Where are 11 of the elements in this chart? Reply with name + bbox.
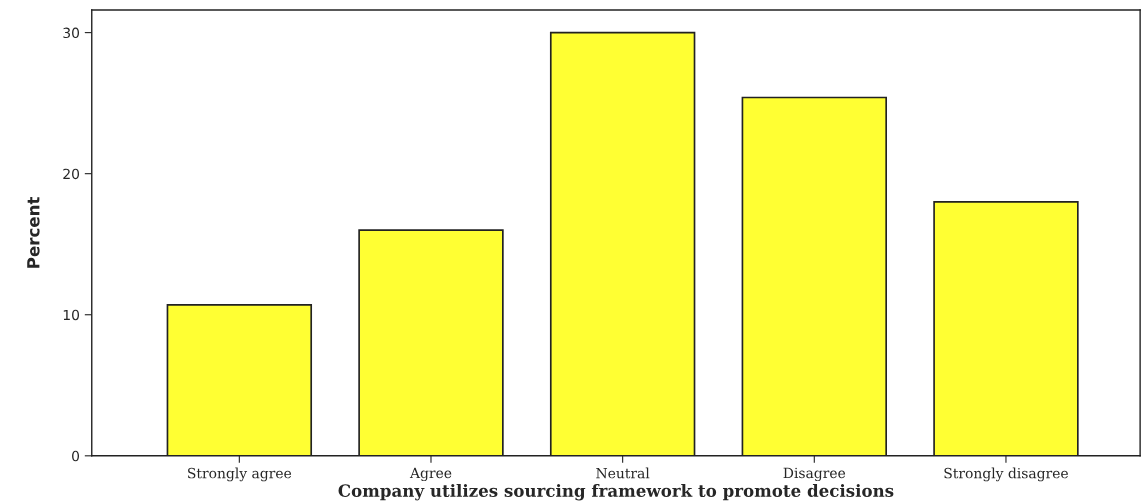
x-tick-label: Strongly disagree — [944, 467, 1068, 482]
y-tick-label: 20 — [63, 168, 80, 180]
x-tick-label: Disagree — [783, 467, 846, 482]
y-axis-title: Percent — [27, 196, 40, 268]
x-tick-label: Neutral — [596, 467, 650, 479]
y-tick-label: 30 — [63, 27, 80, 39]
x-axis-title: Company utilizes sourcing framework to promote decisions — [338, 484, 894, 501]
y-tick-label: 10 — [63, 309, 80, 321]
y-tick-label: 0 — [72, 450, 80, 462]
x-tick-label: Agree — [409, 467, 452, 482]
x-tick-label: Strongly agree — [188, 467, 292, 482]
